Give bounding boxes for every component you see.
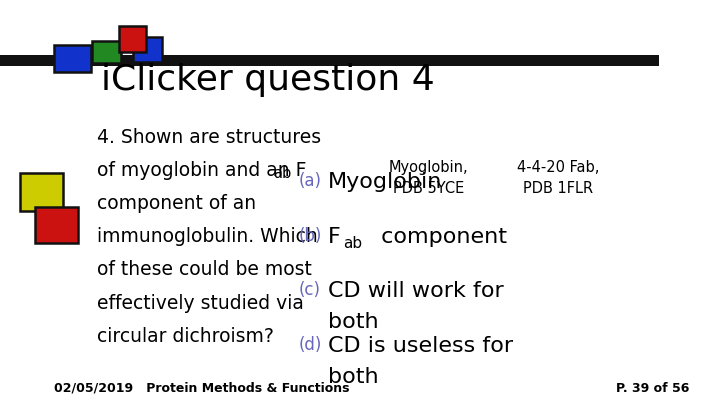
Bar [20,173,63,211]
Text: (d): (d) [299,336,322,354]
Bar [35,207,78,243]
Bar [133,37,162,62]
Bar [0,55,659,66]
Text: ab: ab [343,236,363,251]
Bar [54,45,91,72]
Text: Myoglobin: Myoglobin [328,172,442,192]
Text: iClicker question 4: iClicker question 4 [101,63,435,97]
Text: 4. Shown are structures: 4. Shown are structures [97,128,321,147]
Text: both: both [328,312,378,332]
Text: component of an: component of an [97,194,256,213]
Text: Myoglobin,
PDB 5YCE: Myoglobin, PDB 5YCE [389,160,468,196]
Text: ab: ab [273,166,291,181]
Text: F: F [328,227,341,247]
Text: 4-4-20 Fab,
PDB 1FLR: 4-4-20 Fab, PDB 1FLR [517,160,599,196]
Text: effectively studied via: effectively studied via [97,294,304,313]
Text: of these could be most: of these could be most [97,260,312,279]
Text: component: component [374,227,507,247]
Text: immunoglobulin. Which: immunoglobulin. Which [97,227,318,246]
Text: (c): (c) [299,281,321,299]
Text: (a): (a) [299,172,322,190]
Text: of myoglobin and an F: of myoglobin and an F [97,161,307,180]
Text: 02/05/2019   Protein Methods & Functions: 02/05/2019 Protein Methods & Functions [54,382,349,395]
Text: (b): (b) [299,227,322,245]
Text: CD will work for: CD will work for [328,281,503,301]
Text: both: both [328,367,378,386]
Text: CD is useless for: CD is useless for [328,336,513,356]
Text: P. 39 of 56: P. 39 of 56 [616,382,689,395]
Bar [119,26,146,52]
Bar [92,40,121,63]
Text: circular dichroism?: circular dichroism? [97,327,274,346]
